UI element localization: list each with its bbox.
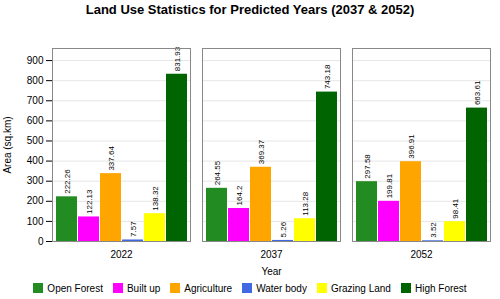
svg-text:600: 600: [27, 115, 44, 126]
svg-text:Area (sq.km): Area (sq.km): [2, 116, 13, 173]
svg-text:297.58: 297.58: [363, 154, 372, 179]
svg-text:800: 800: [27, 75, 44, 86]
svg-text:700: 700: [27, 95, 44, 106]
svg-text:2037: 2037: [260, 249, 283, 260]
svg-text:Year: Year: [261, 266, 282, 277]
svg-text:138.32: 138.32: [151, 186, 160, 211]
html-text:Water body: Water body: [256, 282, 307, 294]
svg-text:2052: 2052: [410, 249, 433, 260]
html-text:Built up: Built up: [127, 282, 161, 294]
svg-text:164.2: 164.2: [235, 185, 244, 206]
svg-text:3.52: 3.52: [429, 222, 438, 238]
svg-text:98.41: 98.41: [451, 198, 460, 219]
svg-text:369.37: 369.37: [257, 139, 266, 164]
svg-text:200: 200: [27, 195, 44, 206]
svg-text:5.26: 5.26: [279, 221, 288, 237]
svg-text:264.55: 264.55: [213, 160, 222, 185]
svg-text:222.26: 222.26: [63, 169, 72, 194]
svg-text:396.91: 396.91: [407, 134, 416, 159]
html-text:High Forest: High Forest: [414, 282, 467, 294]
svg-text:113.28: 113.28: [301, 191, 310, 215]
svg-text:300: 300: [27, 175, 44, 186]
svg-text:337.64: 337.64: [107, 146, 116, 171]
svg-text:199.81: 199.81: [385, 173, 394, 198]
html-text:Land Use Statistics for Predic: Land Use Statistics for Predicted Years …: [85, 2, 415, 17]
svg-text:122.13: 122.13: [85, 189, 94, 214]
svg-text:0: 0: [38, 236, 44, 247]
svg-text:7.57: 7.57: [129, 221, 138, 237]
svg-text:100: 100: [27, 216, 44, 227]
html-text:Grazing Land: Grazing Land: [330, 282, 391, 294]
html-text:Open Forest: Open Forest: [47, 282, 103, 294]
svg-text:500: 500: [27, 135, 44, 146]
svg-text:900: 900: [27, 55, 44, 66]
html-text:Agriculture: Agriculture: [184, 282, 233, 294]
svg-text:663.61: 663.61: [473, 80, 482, 105]
svg-text:743.18: 743.18: [323, 64, 332, 89]
svg-text:2022: 2022: [110, 249, 133, 260]
svg-text:831.93: 831.93: [173, 46, 182, 71]
svg-text:400: 400: [27, 155, 44, 166]
